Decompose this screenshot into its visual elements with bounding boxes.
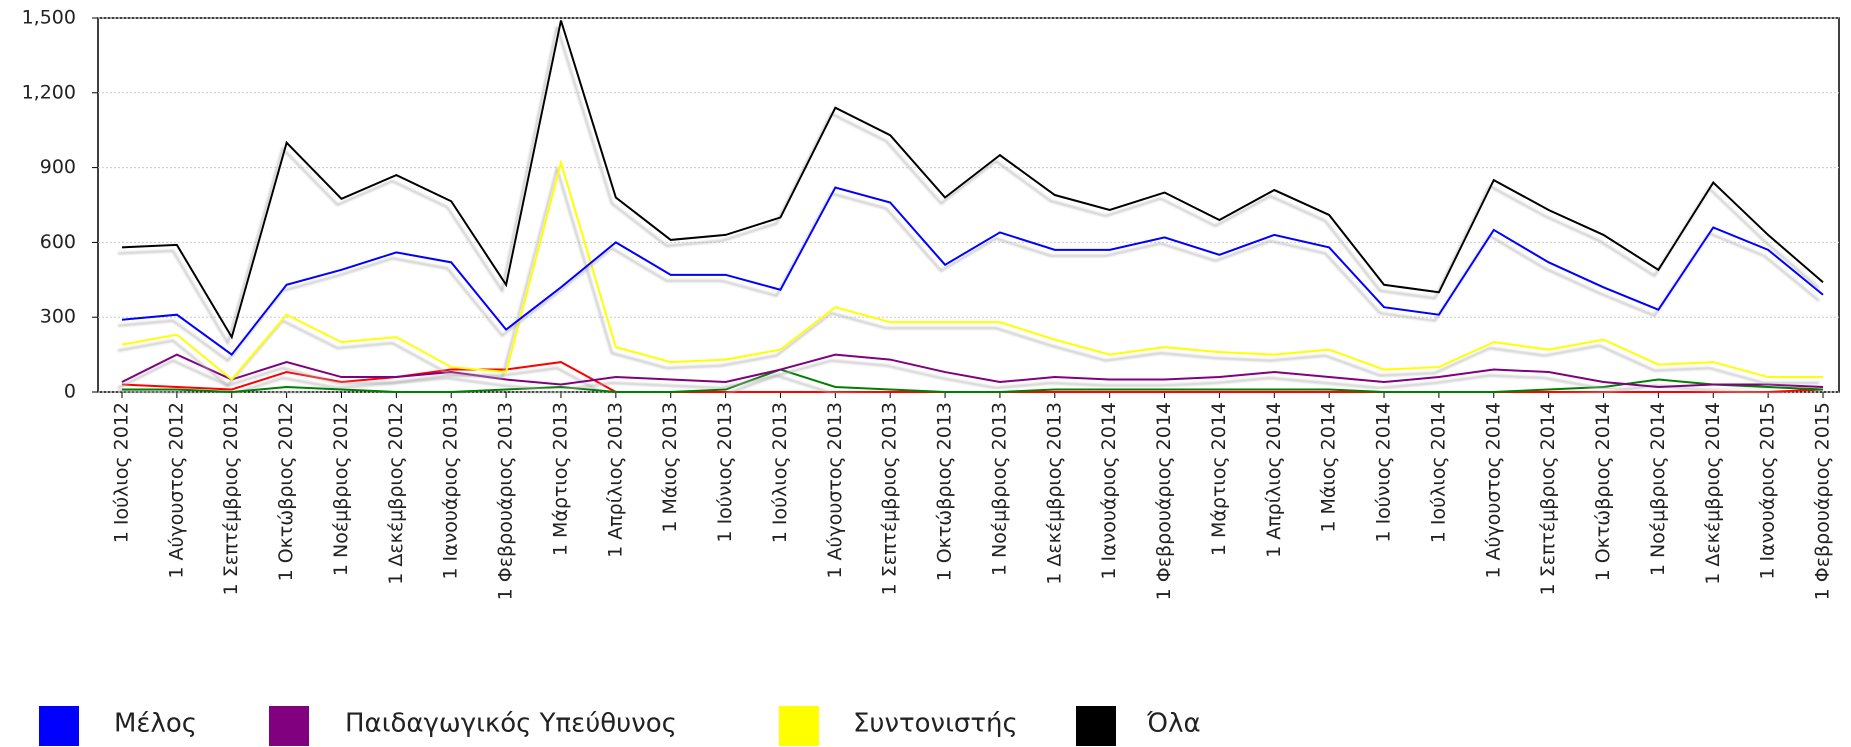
x-tick-label: 1 Δεκέμβριος 2012 <box>385 402 407 585</box>
legend-swatch <box>39 706 79 746</box>
x-tick-label: 1 Σεπτέμβριος 2014 <box>1537 402 1559 595</box>
x-tick-label: 1 Οκτώβριος 2014 <box>1592 402 1614 581</box>
legend-swatch <box>779 706 819 746</box>
x-tick-label: 1 Φεβρουάριος 2014 <box>1153 402 1175 600</box>
x-tick-label: 1 Απρίλιος 2013 <box>604 402 626 558</box>
x-tick-label: 1 Ιούνιος 2014 <box>1373 402 1395 543</box>
x-tick-label: 1 Οκτώβριος 2012 <box>275 402 297 581</box>
x-tick-label: 1 Οκτώβριος 2013 <box>934 402 956 581</box>
x-tick-label: 1 Φεβρουάριος 2015 <box>1812 402 1834 600</box>
y-tick-label: 0 <box>64 381 76 403</box>
y-tick-label: 900 <box>40 156 76 178</box>
x-tick-label: 1 Νοέμβριος 2013 <box>988 402 1010 576</box>
x-tick-label: 1 Μάρτιος 2013 <box>549 402 571 556</box>
y-tick-label: 600 <box>40 231 76 253</box>
series-line <box>121 353 1824 389</box>
y-tick-label: 300 <box>40 306 76 328</box>
series-line <box>122 368 1824 394</box>
x-tick-label: 1 Μάιος 2014 <box>1318 402 1340 533</box>
x-tick-label: 1 Ιούνιος 2013 <box>714 402 736 543</box>
legend-label: Συντονιστής <box>853 709 1018 739</box>
x-tick-label: 1 Ιανουάριος 2015 <box>1757 402 1779 580</box>
x-tick-label: 1 Σεπτέμβριος 2012 <box>220 402 242 595</box>
x-tick-label: 1 Νοέμβριος 2014 <box>1647 402 1669 576</box>
legend-swatch <box>269 706 309 746</box>
x-tick-label: 1 Μάιος 2013 <box>659 402 681 533</box>
x-tick-label: 1 Σεπτέμβριος 2013 <box>879 402 901 595</box>
x-tick-label: 1 Ιανουάριος 2014 <box>1098 402 1120 580</box>
x-tick-label: 1 Απρίλιος 2014 <box>1263 402 1285 558</box>
legend-label: Παιδαγωγικός Υπεύθυνος <box>345 709 677 739</box>
x-tick-label: 1 Αύγουστος 2013 <box>824 402 846 579</box>
x-tick-label: 1 Ιούλιος 2013 <box>769 402 791 543</box>
x-tick-label: 1 Αύγουστος 2014 <box>1482 402 1504 579</box>
x-tick-label: 1 Ιούλιος 2012 <box>111 402 133 543</box>
series-line <box>121 158 1823 381</box>
x-tick-label: 1 Ιούλιος 2014 <box>1427 402 1449 543</box>
x-tick-label: 1 Μάρτιος 2014 <box>1208 402 1230 556</box>
legend-swatch <box>1076 706 1116 746</box>
x-tick-label: 1 Ιανουάριος 2013 <box>440 402 462 580</box>
plot-frame <box>97 17 1840 393</box>
y-tick-label: 1,500 <box>22 7 76 29</box>
x-tick-label: 1 Φεβρουάριος 2013 <box>495 402 517 600</box>
x-tick-label: 1 Δεκέμβριος 2014 <box>1702 402 1724 585</box>
legend-label: Μέλος <box>114 709 197 739</box>
x-tick-label: 1 Δεκέμβριος 2013 <box>1043 402 1065 585</box>
legend-label: Όλα <box>1146 709 1201 739</box>
x-tick-label: 1 Νοέμβριος 2012 <box>330 402 352 576</box>
series-line <box>121 186 1824 356</box>
y-tick-label: 1,200 <box>22 81 76 103</box>
x-tick-label: 1 Αύγουστος 2012 <box>165 402 187 579</box>
series-line <box>121 20 1824 340</box>
